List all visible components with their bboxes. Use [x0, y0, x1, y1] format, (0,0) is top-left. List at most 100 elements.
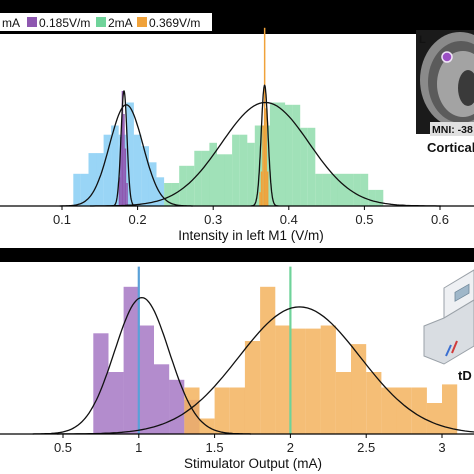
bottom-bar-s1-b0 — [184, 387, 200, 434]
bottom-x-ticks: 0.5 1 1.5 2 2.5 3 — [54, 434, 446, 455]
top-bar-s1-b22 — [330, 173, 338, 206]
bottom-bar-s1-b3 — [229, 387, 245, 434]
bottom-bar-s1-b7 — [290, 328, 306, 434]
top-x-axis-label: Intensity in left M1 (V/m) — [178, 228, 324, 243]
top-histogram-chart: 0.1 0.2 0.3 0.4 0.5 0.6 Intensity in left M1 … — [0, 27, 474, 243]
top-bar-s1-b2 — [179, 165, 187, 207]
bottom-bar-s1-b17 — [442, 384, 458, 434]
brain-ventricle — [458, 70, 474, 106]
top-tick-label-0: 0.1 — [53, 212, 71, 227]
top-bar-s0-b3 — [96, 153, 104, 206]
top-bar-s0-b1 — [80, 173, 89, 206]
bottom-tick-label-4: 2.5 — [357, 440, 375, 455]
top-bar-s1-b15 — [277, 102, 286, 206]
top-bar-s1-b27 — [368, 189, 376, 206]
top-bar-s2-b2 — [124, 148, 127, 206]
top-bar-s0-b4 — [103, 134, 112, 206]
bottom-bar-s1-b4 — [244, 341, 261, 434]
top-histogram-bars — [73, 27, 384, 207]
top-bar-s3-b2 — [263, 27, 266, 207]
device-display — [454, 283, 470, 302]
top-bar-s1-b6 — [209, 142, 217, 207]
brain-corner-letter: L — [419, 34, 426, 46]
bottom-tick-label-5: 3 — [438, 440, 445, 455]
top-fit-curve-1 — [90, 101, 441, 207]
legend: mA 0.185V/m 2mA 0.369V/m — [0, 13, 212, 31]
device-lead-red — [451, 340, 458, 354]
top-bar-s1-b19 — [307, 127, 316, 206]
bottom-fit-curve-0 — [32, 296, 252, 435]
bottom-bar-s1-b16 — [426, 403, 442, 434]
top-fit-curves — [59, 84, 441, 207]
bottom-bar-s1-b12 — [366, 372, 382, 434]
bottom-bar-s0-b3 — [138, 325, 154, 434]
top-tick-label-2: 0.3 — [204, 212, 222, 227]
top-bar-s1-b11 — [247, 142, 255, 207]
bottom-tick-label-0: 0.5 — [54, 440, 72, 455]
top-bar-s1-b4 — [194, 150, 202, 206]
bottom-bar-s1-b13 — [381, 387, 397, 434]
top-bar-s1-b7 — [217, 154, 225, 207]
top-fit-curve-2 — [111, 89, 137, 207]
tdcs-device-inset: tD — [423, 269, 474, 383]
top-bar-s2-b0 — [121, 91, 124, 206]
top-bar-s1-b14 — [269, 102, 278, 206]
top-bar-s1-b16 — [285, 104, 293, 206]
top-bar-s3-b0 — [260, 171, 263, 206]
top-bar-s1-b9 — [232, 134, 240, 206]
legend-label-4: 0.369V/m — [149, 16, 200, 30]
top-bar-s1-b26 — [360, 173, 369, 206]
bottom-bar-s1-b8 — [305, 328, 321, 434]
legend-swatch-3 — [96, 17, 106, 27]
m1-target-marker — [441, 51, 453, 63]
top-bar-s0-b10 — [148, 162, 157, 206]
top-bar-s3-b4 — [266, 171, 269, 206]
top-bar-s2-b3 — [126, 183, 128, 206]
bottom-bar-s1-b14 — [396, 387, 412, 434]
bottom-bar-s1-b10 — [335, 372, 352, 434]
top-bar-s1-b17 — [292, 104, 301, 206]
top-tick-label-4: 0.5 — [355, 212, 373, 227]
bottom-tick-label-1: 1 — [135, 440, 142, 455]
top-bar-s2-b4 — [120, 137, 122, 206]
bottom-x-axis-label: Stimulator Output (mA) — [184, 456, 322, 471]
bottom-bar-s0-b4 — [154, 364, 170, 435]
bottom-tick-label-2: 1.5 — [206, 440, 224, 455]
bottom-bar-s0-b1 — [108, 372, 124, 434]
bottom-bar-s0-b5 — [169, 379, 185, 435]
top-bar-s1-b28 — [375, 189, 384, 206]
bottom-bar-s0-b0 — [93, 333, 109, 435]
bottom-bar-s1-b15 — [411, 387, 427, 434]
top-tick-label-1: 0.2 — [129, 212, 147, 227]
legend-swatch-4 — [137, 17, 147, 27]
top-bar-s1-b18 — [300, 127, 308, 206]
top-bar-s1-b1 — [171, 183, 180, 206]
device-front-face — [423, 299, 474, 365]
top-bar-s2-b5 — [118, 177, 121, 207]
legend-label-3: 2mA — [108, 16, 133, 30]
top-bar-s0-b2 — [88, 153, 97, 206]
top-fit-curve-3 — [250, 84, 279, 207]
top-bar-s2-b1 — [123, 114, 125, 206]
top-x-ticks: 0.1 0.2 0.3 0.4 0.5 0.6 — [53, 206, 449, 227]
top-bar-s0-b9 — [141, 146, 149, 206]
top-bar-s1-b3 — [186, 165, 195, 207]
top-bar-s1-b8 — [224, 154, 233, 207]
top-bar-s3-b1 — [262, 125, 264, 206]
top-bar-s1-b5 — [201, 150, 210, 206]
legend-label-2: 0.185V/m — [39, 16, 90, 30]
top-bar-s0-b11 — [156, 177, 165, 207]
bottom-fit-curves — [32, 296, 474, 435]
top-tick-label-3: 0.4 — [280, 212, 298, 227]
top-bar-s0-b8 — [133, 134, 142, 206]
mni-coordinate-label: MNI: -38 — [432, 124, 473, 136]
brain-inset: L MNI: -38 Cortical — [416, 30, 474, 155]
bottom-fit-curve-1 — [56, 306, 474, 435]
top-bar-s1-b10 — [239, 134, 248, 206]
top-tick-label-5: 0.6 — [431, 212, 449, 227]
top-bar-s3-b3 — [265, 108, 267, 207]
bottom-bar-s0-b2 — [123, 286, 139, 435]
bottom-tick-label-3: 2 — [287, 440, 294, 455]
top-bar-s0-b0 — [73, 173, 81, 206]
